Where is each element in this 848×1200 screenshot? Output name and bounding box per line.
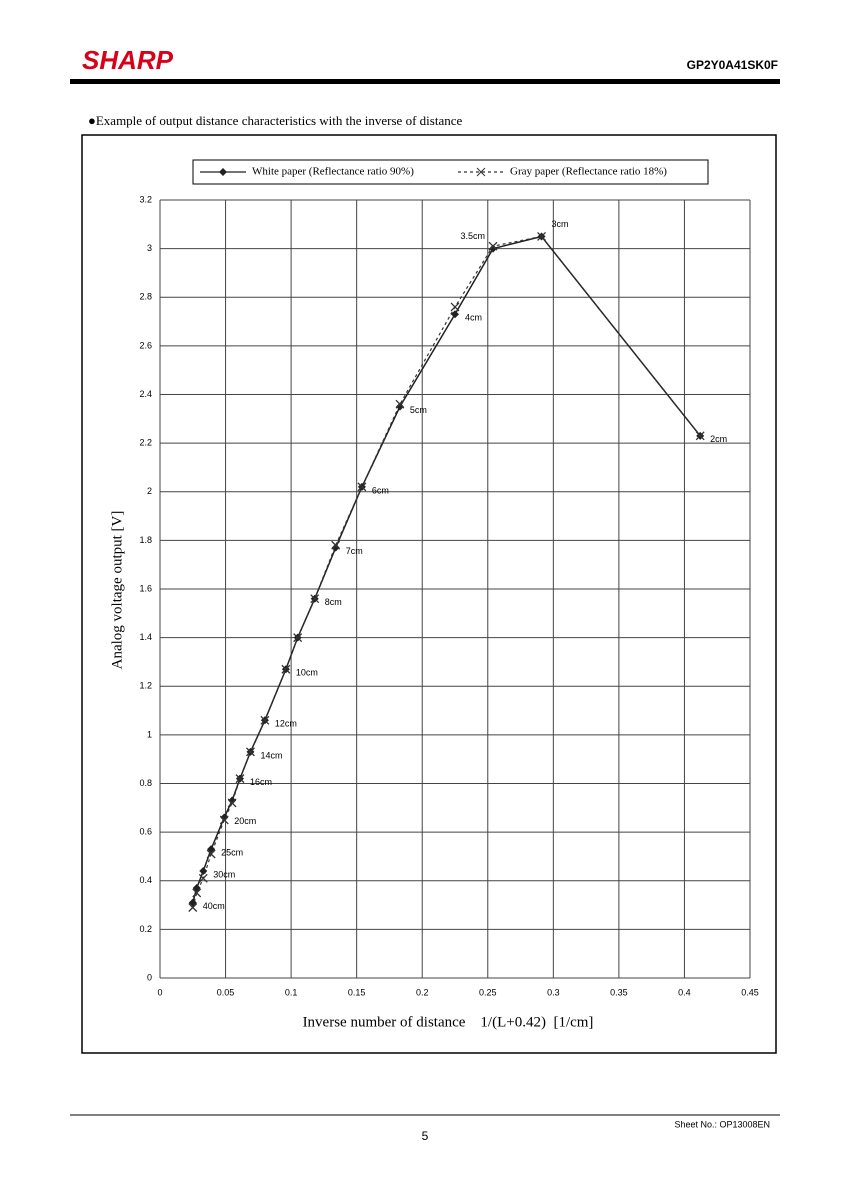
legend-label: White paper (Reflectance ratio 90%) (252, 166, 414, 178)
marker (357, 482, 367, 492)
y-tick-label: 1 (147, 729, 152, 739)
point-label: 10cm (296, 668, 318, 678)
logo: SHARP (82, 45, 174, 75)
marker (395, 399, 405, 409)
y-tick-label: 1.2 (139, 681, 152, 691)
marker (206, 849, 216, 859)
series-line (192, 235, 701, 908)
marker (488, 241, 498, 251)
y-tick-label: 2.8 (139, 292, 152, 302)
y-tick-label: 2.2 (139, 438, 152, 448)
y-tick-label: 2 (147, 486, 152, 496)
marker (260, 715, 270, 725)
point-label: 16cm (250, 777, 272, 787)
model: GP2Y0A41SK0F (687, 58, 778, 72)
marker (227, 798, 237, 808)
point-label: 3.5cm (461, 231, 486, 241)
x-axis-title: Inverse number of distance 1/(L+0.42) [1… (303, 1014, 594, 1030)
point-label: 14cm (260, 750, 282, 760)
marker (293, 633, 303, 643)
header-rule (70, 79, 780, 84)
marker (281, 664, 291, 674)
y-tick-label: 3.2 (139, 194, 152, 204)
y-tick-label: 1.6 (139, 583, 152, 593)
point-label: 5cm (410, 405, 427, 415)
point-label: 2cm (710, 434, 727, 444)
marker (695, 431, 705, 441)
marker (220, 813, 229, 822)
x-tick-label: 0.05 (217, 987, 235, 997)
y-tick-label: 2.6 (139, 340, 152, 350)
point-label: 20cm (234, 816, 256, 826)
point-label: 3cm (552, 219, 569, 229)
marker (331, 543, 340, 552)
y-tick-label: 3 (147, 243, 152, 253)
marker (228, 796, 237, 805)
marker (192, 888, 202, 898)
plot: 0 0.2 0.4 0.6 0.8 1 1.2 1.4 1.6 1.8 2 2.2 2.4 2.6 2.8 3… (109, 194, 758, 1030)
y-tick-label: 2.4 (139, 389, 152, 399)
point-label: 6cm (372, 485, 389, 495)
marker (537, 232, 546, 241)
x-tick-label: 0.45 (741, 987, 759, 997)
y-tick-label: 0.6 (139, 827, 152, 837)
x-tick-label: 0 (157, 987, 162, 997)
point-label: 30cm (213, 869, 235, 879)
point-label: 12cm (275, 719, 297, 729)
x-tick-label: 0.15 (348, 987, 366, 997)
marker (188, 903, 198, 912)
point-label: 8cm (325, 597, 342, 607)
y-tick-label: 0.8 (139, 778, 152, 788)
legend-label: Gray paper (Reflectance ratio 18%) (510, 166, 667, 178)
marker (235, 774, 245, 784)
y-axis-title: Analog voltage output [V] (109, 511, 125, 670)
marker (450, 302, 460, 312)
x-tick-label: 0.2 (416, 987, 429, 997)
x-tick-label: 0.4 (678, 987, 691, 997)
caption: ●Example of output distance characterist… (88, 113, 462, 128)
y-tick-label: 0.4 (139, 875, 152, 885)
legend-box (192, 159, 709, 185)
chart-frame (81, 134, 777, 1054)
x-tick-label: 0.3 (547, 987, 560, 997)
point-label: 40cm (203, 901, 225, 911)
x-tick-label: 0.35 (610, 987, 628, 997)
marker (198, 873, 208, 883)
series-line (192, 235, 701, 903)
marker (219, 815, 229, 825)
x-tick-label: 0.25 (479, 987, 497, 997)
point-label: 7cm (346, 546, 363, 556)
point-label: 25cm (221, 848, 243, 858)
marker (489, 244, 498, 253)
page-number: 5 (422, 1129, 429, 1143)
x-tick-label: 0.1 (285, 987, 298, 997)
y-tick-label: 1.8 (139, 535, 152, 545)
legend-marker (219, 168, 227, 176)
y-tick-label: 0 (147, 972, 152, 982)
legend-marker (476, 167, 486, 177)
y-tick-label: 1.4 (139, 632, 152, 642)
marker (451, 310, 459, 319)
marker (331, 540, 341, 550)
marker (246, 747, 255, 757)
point-label: 4cm (465, 313, 482, 323)
marker (395, 402, 404, 411)
marker (310, 594, 320, 604)
y-tick-label: 0.2 (139, 924, 152, 934)
marker (199, 867, 208, 876)
sheet-no: Sheet No.: OP13008EN (674, 1119, 770, 1129)
